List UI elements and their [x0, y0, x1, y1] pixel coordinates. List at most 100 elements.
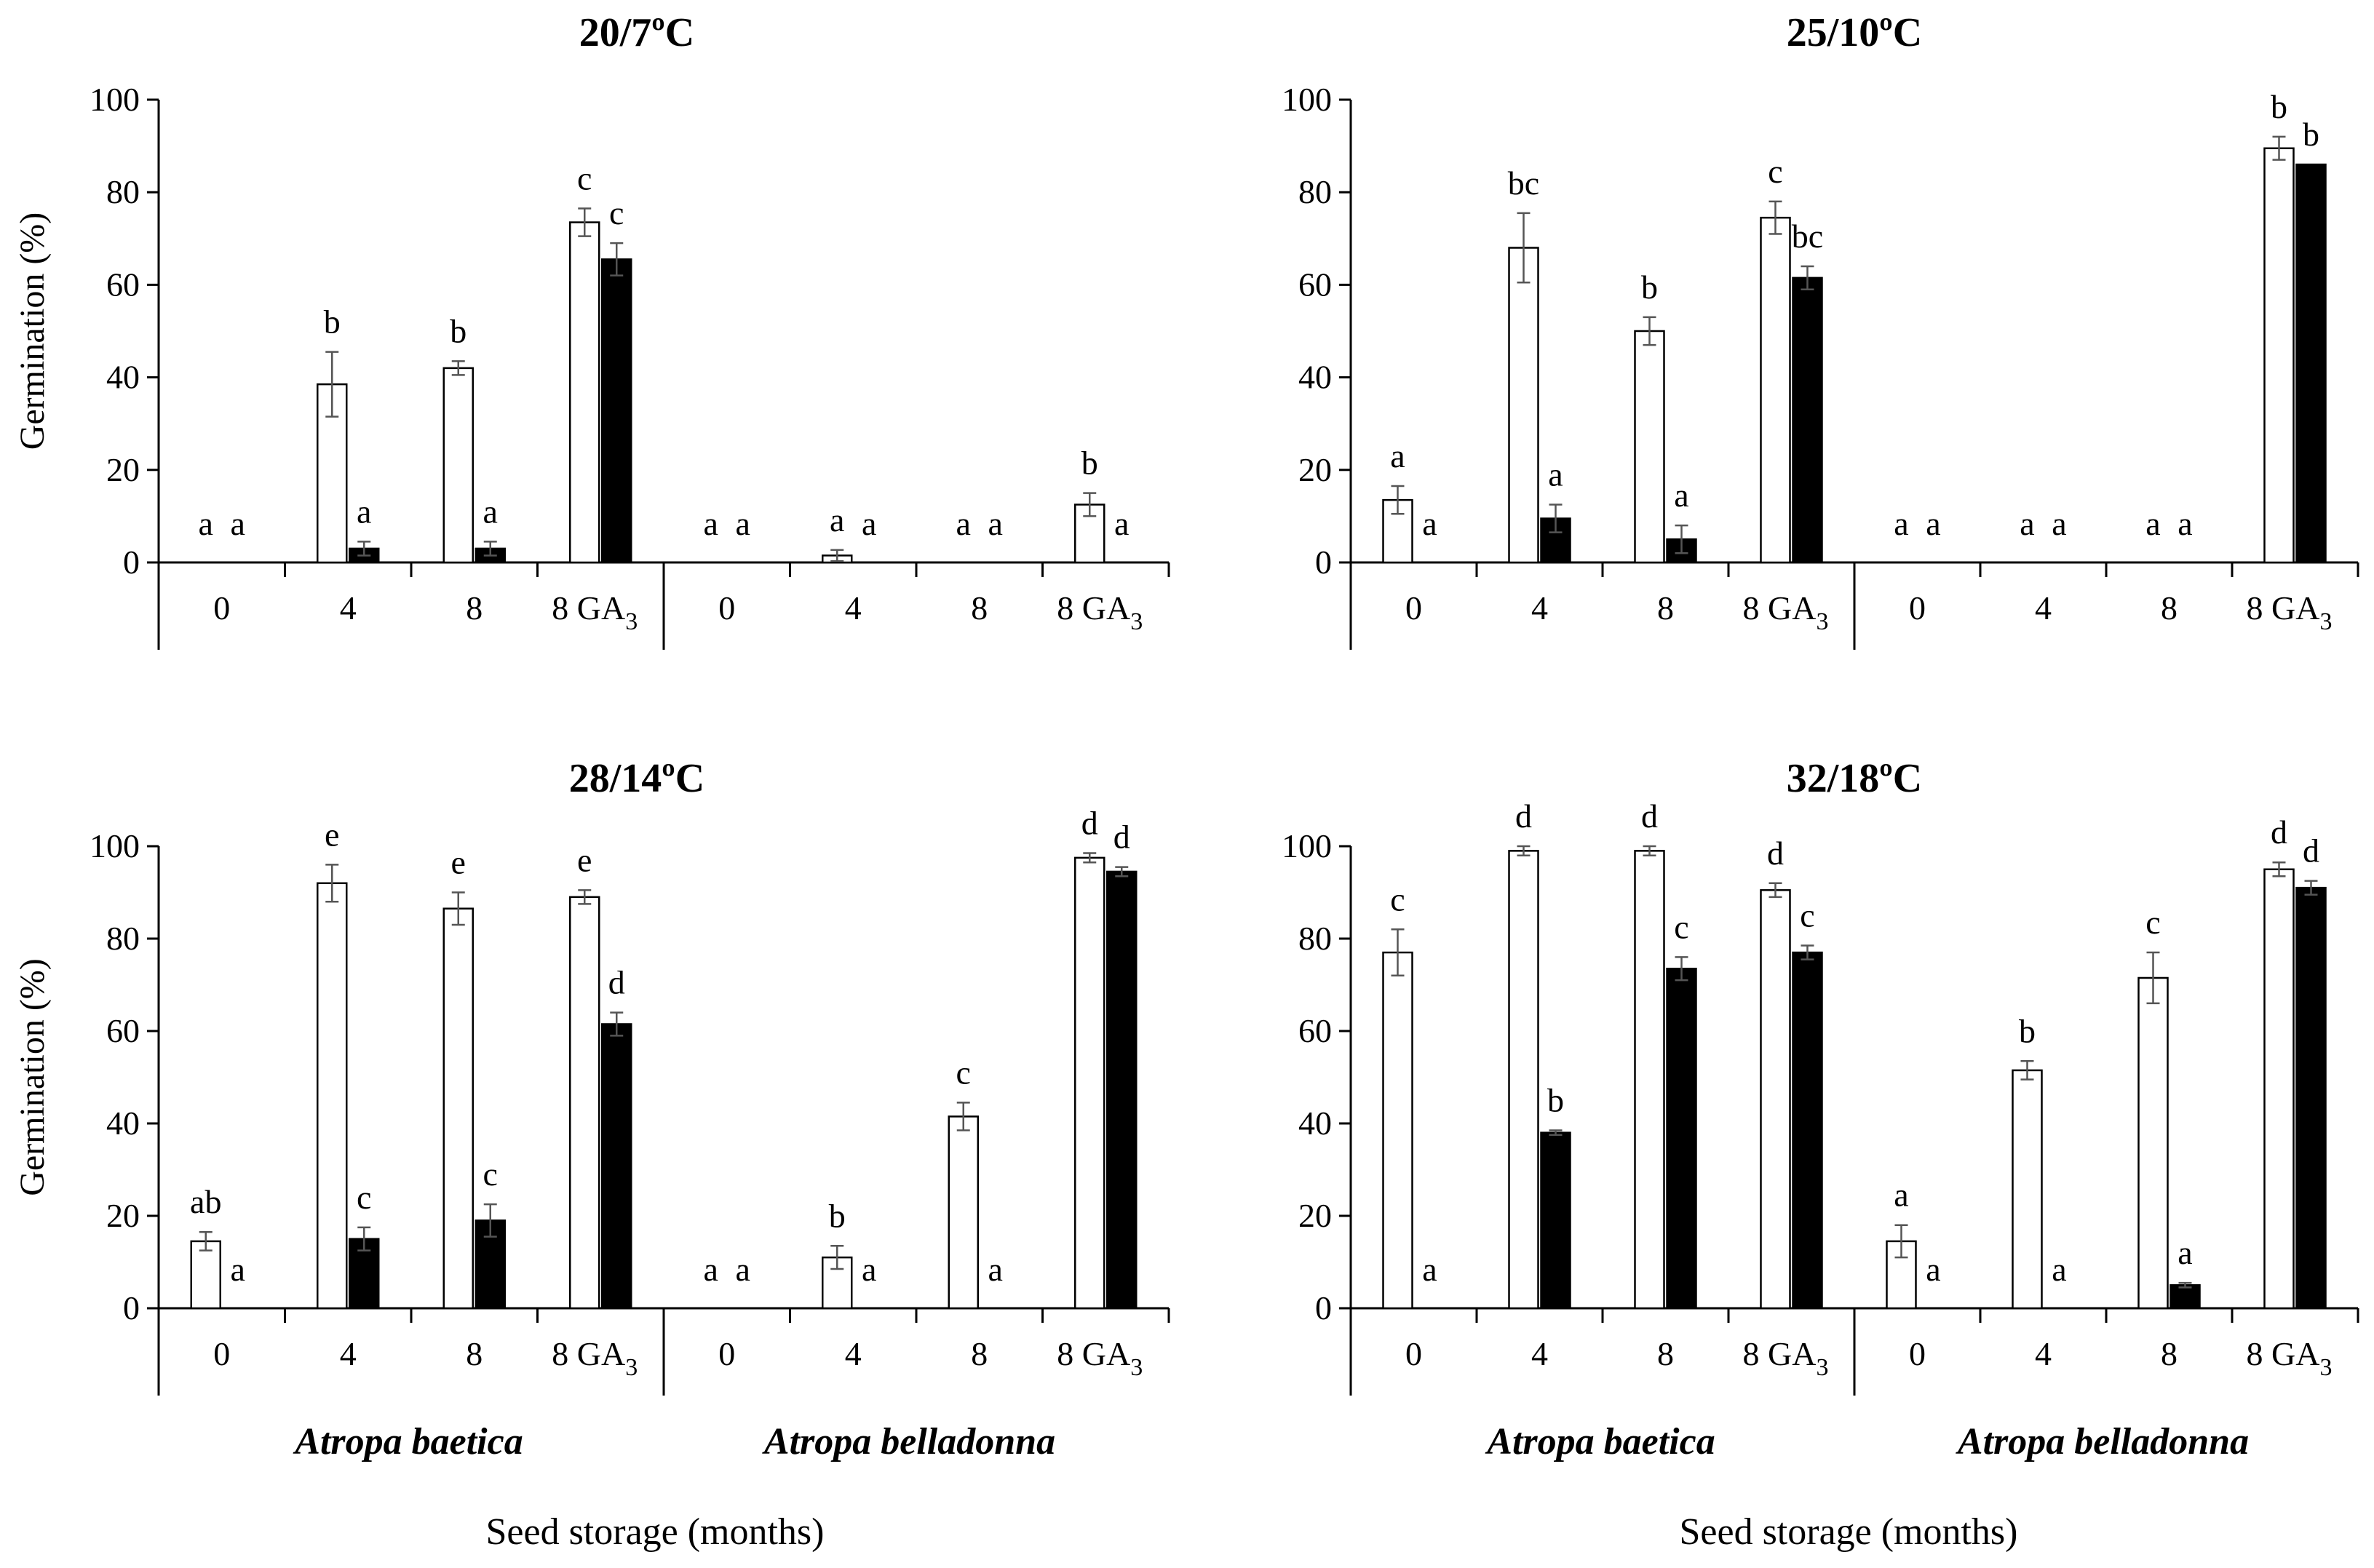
category-label: 4	[340, 589, 357, 626]
significance-letter: a	[1114, 505, 1129, 542]
panel-title: 28/14ºC	[569, 756, 704, 801]
bar-open	[1074, 856, 1105, 1310]
category-label: 0	[718, 1335, 735, 1372]
y-tick-label: 20	[106, 1197, 140, 1234]
significance-letter: d	[1081, 805, 1098, 842]
category-label: 0	[1405, 589, 1422, 626]
significance-letter: d	[2303, 832, 2319, 869]
category-label: 8 GA3	[1743, 589, 1829, 635]
significance-letter: a	[1926, 1251, 1940, 1288]
significance-letter: c	[956, 1054, 971, 1091]
significance-letter: e	[325, 816, 339, 853]
significance-letter: a	[862, 505, 876, 542]
significance-letter: c	[609, 194, 624, 231]
bar-open	[1634, 330, 1665, 564]
category-label: 8	[1657, 589, 1674, 626]
bar-open	[569, 221, 600, 564]
y-tick-label: 40	[1298, 1105, 1332, 1142]
y-tick-label: 60	[106, 1012, 140, 1049]
category-label: 8	[971, 589, 988, 626]
bar-filled	[1792, 276, 1823, 564]
significance-letter: a	[2145, 505, 2160, 542]
bar-open	[1634, 850, 1665, 1310]
y-tick-label: 20	[106, 451, 140, 488]
category-label: 4	[2035, 589, 2052, 626]
category-label: 4	[845, 589, 862, 626]
bar-open	[442, 907, 474, 1310]
y-tick-label: 60	[1298, 1012, 1332, 1049]
bar-open	[1508, 247, 1539, 564]
y-tick-label: 80	[1298, 173, 1332, 210]
y-axis-title: Germination (%)	[13, 212, 52, 450]
bar-open	[948, 1115, 979, 1310]
species-label-belladonna-right: Atropa belladonna	[1956, 1421, 2249, 1462]
significance-letter: a	[736, 505, 750, 542]
significance-letter: c	[577, 159, 592, 196]
bar-filled	[1792, 951, 1823, 1310]
category-label: 8 GA3	[2247, 589, 2333, 635]
significance-letter: a	[1390, 437, 1405, 474]
significance-letter: d	[1113, 819, 1130, 856]
bar-open	[569, 896, 600, 1310]
significance-letter: a	[483, 493, 498, 530]
category-label: 8 GA3	[1057, 1335, 1143, 1381]
y-tick-label: 100	[1282, 827, 1332, 864]
significance-letter: a	[830, 501, 844, 538]
significance-letter: b	[2303, 116, 2319, 153]
significance-letter: d	[1641, 797, 1658, 835]
category-label: 8	[971, 1335, 988, 1372]
significance-letter: b	[1547, 1082, 1564, 1119]
category-label: 8 GA3	[552, 1335, 638, 1381]
category-label: 0	[1909, 1335, 1926, 1372]
panel-title: 20/7ºC	[579, 10, 694, 55]
significance-letter: a	[704, 1251, 718, 1288]
panel-title: 32/18ºC	[1787, 756, 1922, 801]
bar-filled	[2295, 163, 2327, 564]
category-label: 8 GA3	[2247, 1335, 2333, 1381]
category-label: 4	[340, 1335, 357, 1372]
species-label-belladonna-left: Atropa belladonna	[762, 1421, 1055, 1462]
y-tick-label: 0	[1315, 544, 1332, 581]
bar-open	[2263, 868, 2295, 1310]
significance-letter: a	[1422, 1251, 1437, 1288]
significance-letter: a	[231, 505, 245, 542]
significance-letter: a	[2178, 1234, 2192, 1271]
significance-letter: a	[988, 505, 1003, 542]
significance-letter: c	[1800, 897, 1814, 934]
significance-letter: c	[357, 1179, 371, 1216]
category-label: 8	[466, 589, 483, 626]
significance-letter: b	[1641, 268, 1658, 306]
significance-letter: a	[1894, 1177, 1908, 1214]
significance-letter: a	[736, 1251, 750, 1288]
y-tick-label: 0	[123, 1289, 140, 1326]
y-tick-label: 60	[106, 266, 140, 303]
species-label-baetica-right: Atropa baetica	[1485, 1421, 1715, 1462]
bar-open	[1382, 951, 1413, 1310]
category-label: 8	[466, 1335, 483, 1372]
significance-letter: bc	[1792, 218, 1823, 255]
y-tick-label: 80	[106, 173, 140, 210]
y-tick-label: 80	[1298, 920, 1332, 957]
x-axis-title-left: Seed storage (months)	[485, 1511, 824, 1553]
significance-letter: a	[1894, 505, 1908, 542]
x-axis-title-right: Seed storage (months)	[1679, 1511, 2017, 1553]
significance-letter: a	[231, 1251, 245, 1288]
bar-filled	[475, 1219, 506, 1310]
y-tick-label: 100	[90, 827, 140, 864]
significance-letter: b	[829, 1197, 846, 1234]
y-tick-label: 0	[123, 544, 140, 581]
significance-letter: b	[450, 312, 467, 349]
significance-letter: a	[1548, 456, 1563, 493]
significance-letter: d	[1515, 797, 1532, 835]
species-label-baetica-left: Atropa baetica	[293, 1421, 523, 1462]
category-label: 8	[2161, 589, 2178, 626]
bar-filled	[1540, 1131, 1571, 1310]
significance-letter: a	[199, 505, 213, 542]
significance-letter: a	[2052, 505, 2066, 542]
y-tick-label: 20	[1298, 451, 1332, 488]
significance-letter: d	[2271, 813, 2287, 851]
category-label: 4	[845, 1335, 862, 1372]
bar-open	[317, 383, 348, 564]
